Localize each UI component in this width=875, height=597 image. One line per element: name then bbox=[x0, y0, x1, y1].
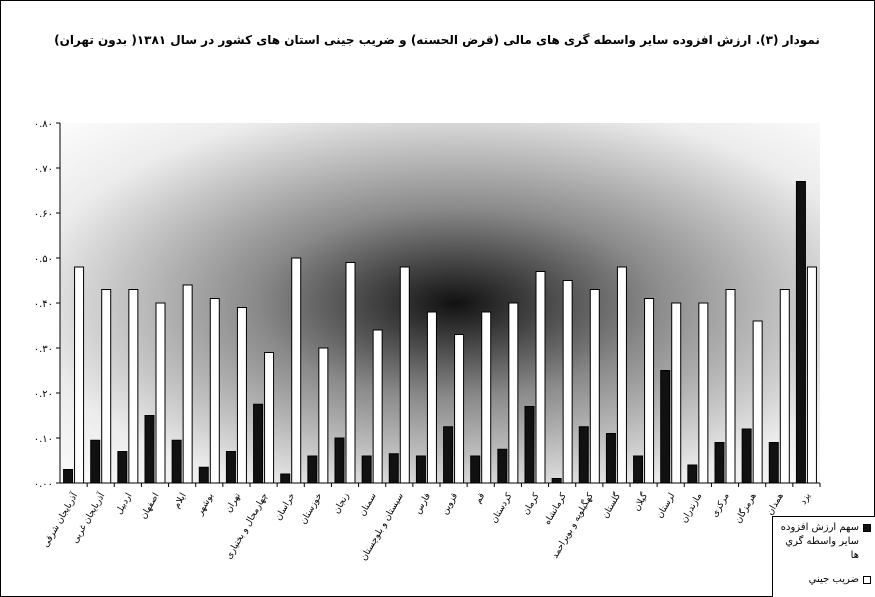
bar bbox=[101, 289, 112, 484]
bar bbox=[128, 289, 139, 484]
bar bbox=[209, 298, 220, 484]
bar bbox=[671, 302, 682, 484]
bar bbox=[171, 439, 182, 484]
y-tick-label: ۰.۶۰ bbox=[34, 209, 53, 220]
bar bbox=[644, 298, 655, 484]
bar bbox=[660, 370, 671, 484]
legend-swatch bbox=[863, 576, 871, 584]
bar bbox=[388, 453, 399, 484]
bar bbox=[551, 478, 562, 484]
bar bbox=[117, 451, 128, 484]
bar bbox=[291, 257, 302, 484]
bar bbox=[768, 442, 779, 484]
y-tick-label: ۰.۸۰ bbox=[34, 119, 53, 130]
bar bbox=[562, 280, 573, 484]
bar bbox=[264, 352, 275, 484]
bar bbox=[779, 289, 790, 484]
bar bbox=[307, 455, 318, 484]
y-tick-label: ۰.۲۰ bbox=[34, 389, 53, 400]
bar bbox=[182, 284, 193, 484]
y-tick-label: ۰.۱۰ bbox=[34, 434, 53, 445]
bar bbox=[74, 266, 85, 484]
bar bbox=[225, 451, 236, 484]
bar bbox=[253, 403, 264, 484]
bar bbox=[318, 347, 329, 484]
y-tick-label: ۰.۰۰ bbox=[34, 479, 53, 490]
bar bbox=[589, 289, 600, 484]
y-tick-label: ۰.۵۰ bbox=[34, 254, 53, 265]
bar bbox=[198, 466, 209, 484]
bar bbox=[795, 181, 806, 484]
bar bbox=[345, 262, 356, 484]
legend-item: ضريب جيني bbox=[775, 573, 871, 587]
bar bbox=[752, 320, 763, 484]
bar bbox=[725, 289, 736, 484]
bar bbox=[633, 455, 644, 484]
legend-item: سهم ارزش افزوده سایر واسطه گري ها bbox=[775, 521, 871, 563]
bar bbox=[497, 448, 508, 484]
bar bbox=[426, 311, 437, 484]
y-tick-label: ۰.۴۰ bbox=[34, 299, 53, 310]
x-tick-label: قم bbox=[474, 492, 488, 506]
bar bbox=[481, 311, 492, 484]
bar bbox=[155, 302, 166, 484]
bar bbox=[605, 433, 616, 484]
bar bbox=[90, 439, 101, 484]
bar bbox=[236, 307, 247, 484]
bar bbox=[372, 329, 383, 484]
bar bbox=[578, 426, 589, 484]
bar bbox=[524, 406, 535, 484]
bar bbox=[63, 469, 74, 484]
legend-label: سهم ارزش افزوده سایر واسطه گري ها bbox=[780, 522, 859, 561]
bar bbox=[806, 266, 817, 484]
bar bbox=[361, 455, 372, 484]
bar bbox=[443, 426, 454, 484]
bar bbox=[698, 302, 709, 484]
bar bbox=[741, 428, 752, 484]
legend: سهم ارزش افزوده سایر واسطه گري ها ضريب جي… bbox=[772, 516, 875, 597]
bar bbox=[616, 266, 627, 484]
bar bbox=[415, 455, 426, 484]
bar bbox=[334, 437, 345, 484]
bar bbox=[508, 302, 519, 484]
bar bbox=[399, 266, 410, 484]
legend-label: ضريب جيني bbox=[808, 574, 859, 585]
bar bbox=[535, 271, 546, 484]
bar bbox=[454, 334, 465, 484]
legend-swatch bbox=[863, 524, 871, 532]
chart-title: نمودار (۳). ارزش افزوده سایر واسطه گری ه… bbox=[54, 33, 820, 48]
bar bbox=[470, 455, 481, 484]
y-tick-label: ۰.۳۰ bbox=[34, 344, 53, 355]
bar bbox=[144, 415, 155, 484]
bar bbox=[714, 442, 725, 484]
bar bbox=[687, 464, 698, 484]
y-tick-label: ۰.۷۰ bbox=[34, 164, 53, 175]
bar bbox=[280, 473, 291, 484]
